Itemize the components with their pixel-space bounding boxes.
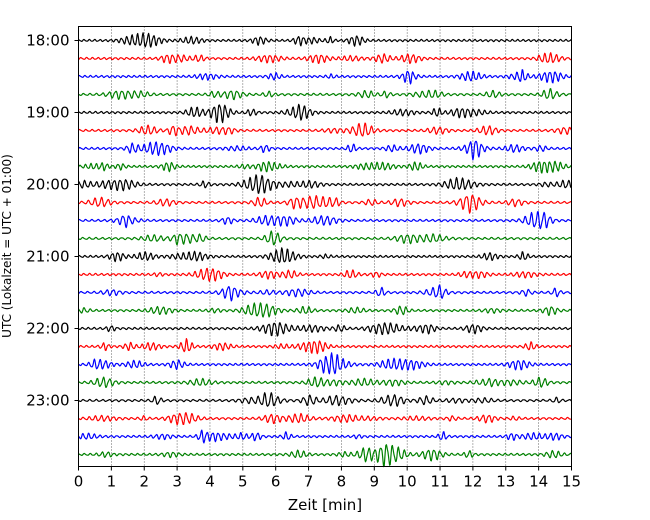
trace-2030 xyxy=(78,211,572,230)
trace-2000 xyxy=(78,174,572,194)
x-tick-label: 6 xyxy=(271,473,281,491)
trace-1830 xyxy=(78,69,572,85)
y-tick-label: 20:00 xyxy=(26,176,69,194)
x-tick-label: 15 xyxy=(562,473,581,491)
trace-1930 xyxy=(78,140,572,161)
y-tick-label: 19:00 xyxy=(26,104,69,122)
x-tick-label: 9 xyxy=(370,473,380,491)
x-tick-label: 1 xyxy=(107,473,117,491)
x-tick-label: 8 xyxy=(337,473,347,491)
x-tick-label: 5 xyxy=(238,473,248,491)
trace-2245 xyxy=(78,376,572,388)
trace-2200 xyxy=(78,322,572,337)
trace-2230 xyxy=(78,352,572,375)
x-tick-label: 12 xyxy=(463,473,482,491)
trace-2215 xyxy=(78,338,572,355)
trace-2145 xyxy=(77,302,572,318)
x-tick-label: 0 xyxy=(74,473,84,491)
trace-2345 xyxy=(78,444,572,468)
trace-2130 xyxy=(78,284,572,302)
x-tick-label: 7 xyxy=(304,473,314,491)
trace-1845 xyxy=(78,88,572,101)
x-tick-label: 2 xyxy=(139,473,149,491)
trace-1900 xyxy=(78,103,572,124)
trace-2330 xyxy=(78,429,572,444)
trace-1915 xyxy=(78,122,573,137)
x-axis-label: Zeit [min] xyxy=(288,496,362,514)
trace-2015 xyxy=(78,194,572,214)
trace-2045 xyxy=(78,230,572,246)
y-tick-label: 21:00 xyxy=(26,248,69,266)
y-tick-label: 18:00 xyxy=(26,32,69,50)
plot-frame xyxy=(78,26,572,467)
trace-1800 xyxy=(78,32,572,48)
x-tick-label: 13 xyxy=(496,473,515,491)
x-tick-label: 4 xyxy=(205,473,215,491)
trace-1945 xyxy=(77,160,572,174)
y-tick-label: 22:00 xyxy=(26,320,69,338)
y-axis-label: UTC (Lokalzeit = UTC + 01:00) xyxy=(0,154,14,338)
x-tick-label: 10 xyxy=(398,473,417,491)
trace-2100 xyxy=(78,247,572,263)
trace-2115 xyxy=(78,267,572,282)
trace-1815 xyxy=(78,52,572,65)
x-tick-label: 11 xyxy=(430,473,449,491)
grid-lines xyxy=(111,26,539,467)
x-tick-label: 14 xyxy=(529,473,548,491)
x-axis: 0 1 2 3 4 5 6 7 8 9 10 11 12 13 14 15 xyxy=(74,466,581,491)
y-tick-label: 23:00 xyxy=(26,392,69,410)
trace-layer xyxy=(77,32,573,468)
trace-2315 xyxy=(78,412,572,426)
y-axis: 18:00 19:00 20:00 21:00 22:00 23:00 xyxy=(26,32,79,410)
x-tick-label: 3 xyxy=(172,473,182,491)
trace-2300 xyxy=(78,392,572,407)
